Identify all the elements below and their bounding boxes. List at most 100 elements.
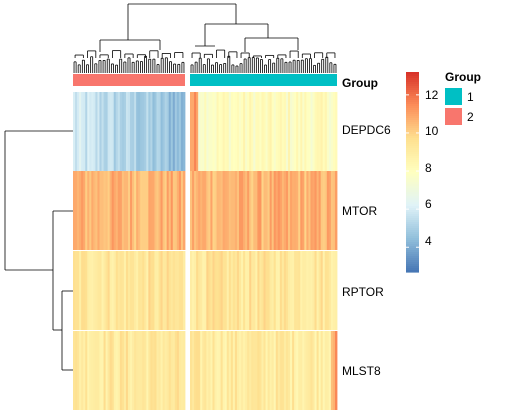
colorbar-segment — [406, 188, 419, 191]
heat-cell — [97, 171, 100, 250]
colorbar-segment — [406, 114, 419, 117]
heat-cell — [243, 92, 246, 171]
heat-cell — [115, 331, 119, 410]
heat-cell — [249, 331, 252, 410]
heat-cell — [263, 171, 266, 250]
heat-cell — [228, 331, 232, 410]
heat-cell — [263, 331, 266, 410]
heat-cell — [304, 171, 307, 250]
heat-cell — [251, 331, 254, 410]
heat-cell — [190, 171, 193, 250]
heat-cell — [279, 92, 283, 171]
heat-cell — [158, 331, 161, 410]
heat-cell — [140, 92, 143, 171]
heat-cell — [99, 331, 102, 410]
heat-cell — [290, 251, 293, 330]
colorbar-segment — [406, 204, 419, 207]
heat-cell — [283, 251, 287, 330]
heat-cell — [168, 331, 172, 410]
heat-cell — [150, 331, 153, 410]
heat-cell — [253, 331, 256, 410]
heat-cell — [113, 331, 117, 410]
heat-cell — [228, 171, 232, 250]
colorbar-segment — [406, 128, 419, 131]
heat-cell — [166, 251, 170, 330]
heat-cell — [281, 92, 285, 171]
heat-cell — [190, 92, 193, 171]
heat-cell — [269, 331, 273, 410]
colorbar-tick-label-12: 12 — [425, 88, 439, 102]
heat-cell — [105, 171, 109, 250]
heat-cell — [138, 251, 141, 330]
heat-cell — [318, 171, 322, 250]
heat-cell — [196, 251, 199, 330]
heat-cell — [75, 251, 78, 330]
heat-cell — [259, 171, 262, 250]
heat-cell — [81, 171, 84, 250]
colorbar-segment — [406, 86, 419, 89]
heat-cell — [257, 171, 260, 250]
heat-cell — [156, 251, 159, 330]
heat-cell — [304, 251, 307, 330]
heat-cell — [107, 251, 111, 330]
heat-cell — [320, 251, 324, 330]
heat-cell — [125, 171, 129, 250]
colorbar-segment — [406, 156, 419, 159]
heat-cell — [308, 92, 311, 171]
heat-cell — [292, 251, 295, 330]
heat-cell — [294, 171, 297, 250]
colorbar-segment — [406, 126, 419, 129]
heat-cell — [91, 92, 94, 171]
heat-cell — [89, 331, 92, 410]
heat-cell — [91, 251, 94, 330]
heat-cell — [320, 331, 324, 410]
heat-cell — [200, 251, 203, 330]
colorbar-segment — [406, 264, 419, 267]
heat-cell — [109, 92, 113, 171]
heat-cell — [285, 171, 289, 250]
heat-cell — [302, 251, 305, 330]
heat-cell — [216, 331, 219, 410]
heat-cell — [206, 331, 209, 410]
heat-cell — [308, 171, 311, 250]
heat-cell — [290, 92, 293, 171]
heat-cell — [138, 331, 141, 410]
heat-cell — [243, 331, 246, 410]
colorbar-segment — [406, 210, 419, 213]
heat-cell — [162, 251, 166, 330]
heat-cell — [83, 251, 86, 330]
colorbar-segment — [406, 90, 419, 93]
heat-cell — [166, 92, 170, 171]
heat-cell — [152, 251, 155, 330]
heat-cell — [93, 251, 96, 330]
heat-cell — [178, 331, 182, 410]
colorbar-segment — [406, 82, 419, 85]
heat-cell — [134, 171, 137, 250]
heat-cell — [95, 171, 98, 250]
heat-cell — [125, 331, 129, 410]
heat-cell — [158, 251, 161, 330]
heat-cell — [230, 92, 234, 171]
heat-cell — [174, 92, 178, 171]
heat-cell — [232, 331, 236, 410]
colorbar-segment — [406, 152, 419, 155]
heat-cell — [204, 171, 207, 250]
colorbar-segment — [406, 196, 419, 199]
heat-cell — [324, 251, 328, 330]
colorbar-segment — [406, 258, 419, 261]
heat-cell — [93, 171, 96, 250]
heat-cell — [200, 171, 203, 250]
heat-cell — [230, 171, 234, 250]
heat-cell — [111, 331, 115, 410]
heat-cell — [109, 171, 113, 250]
colorbar-segment — [406, 112, 419, 115]
heat-cell — [283, 331, 287, 410]
colorbar-segment — [406, 122, 419, 125]
colorbar-segment — [406, 144, 419, 147]
heat-cell — [164, 251, 168, 330]
heat-cell — [192, 92, 195, 171]
heat-cell — [81, 251, 84, 330]
heat-cell — [279, 251, 283, 330]
heat-cell — [97, 331, 100, 410]
heat-cell — [91, 171, 94, 250]
